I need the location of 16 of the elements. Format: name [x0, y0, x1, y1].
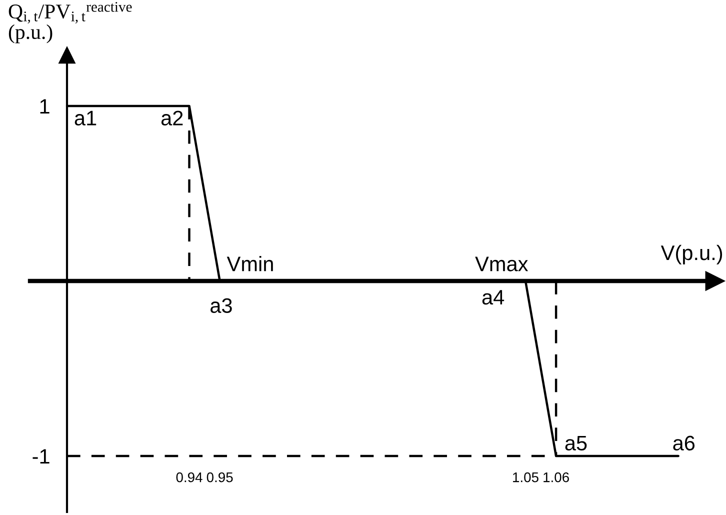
text: Q$_{i,t}$/PV$_{i,t}$$^{reactive}$ (p.u.)	[8, 2, 132, 44]
annotation: a4	[482, 290, 504, 305]
annotation: a2	[161, 110, 183, 126]
annotation: a3	[210, 298, 232, 313]
x-tick-label: 0.94	[176, 472, 202, 482]
x-tick-label: 1.06	[544, 472, 569, 482]
annotation: a6	[673, 436, 695, 450]
x-axis-title: V(p.u.)	[660, 244, 722, 264]
y-tick-label: 1	[40, 99, 50, 114]
annotation: a1	[74, 110, 96, 126]
annotation: Vmin	[226, 256, 273, 272]
x-tick-label: 0.95	[206, 472, 233, 482]
annotation: Vmax	[475, 256, 528, 272]
y-tick-label: -1	[32, 449, 50, 464]
annotation: a5	[565, 436, 587, 450]
x-tick-label: 1.05	[513, 472, 538, 482]
